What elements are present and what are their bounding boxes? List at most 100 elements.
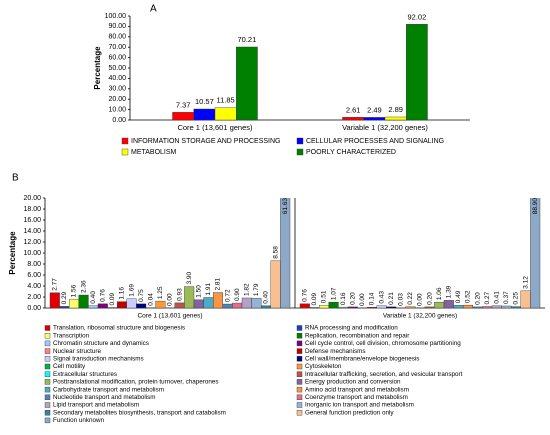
y-tick-label: 20.00 <box>23 195 41 202</box>
bar <box>434 301 445 308</box>
value-label: 0.09 <box>311 292 318 305</box>
bar <box>126 298 137 308</box>
bar <box>222 303 233 308</box>
y-tick-label: 18.00 <box>23 206 41 213</box>
bar <box>453 305 464 308</box>
value-label: 0.20 <box>350 292 357 305</box>
legend-label: Amino acid transport and metabolism <box>305 386 409 393</box>
value-label: 1.50 <box>196 285 203 298</box>
value-label: 8.58 <box>272 246 279 259</box>
value-label: 0.27 <box>484 291 491 304</box>
y-tick-label: 100.00 <box>105 13 127 20</box>
legend-label: POORLY CHARACTERIZED <box>306 149 396 156</box>
value-label: 0.72 <box>224 289 231 302</box>
legend-swatch <box>44 363 51 370</box>
legend-swatch <box>296 402 303 408</box>
x-tick-label: Core 1 (13,601 genes) <box>137 313 202 320</box>
value-label: 2.89 <box>388 105 403 114</box>
legend-swatch <box>44 402 51 408</box>
value-label: 0.76 <box>100 289 107 302</box>
legend-label: Cell motility <box>53 363 86 370</box>
panel-label: A <box>150 4 157 15</box>
value-label: 61.63 <box>282 198 289 215</box>
y-tick-label: 60.00 <box>108 54 126 61</box>
bar <box>463 304 474 308</box>
bar <box>59 306 70 308</box>
legend-swatch <box>44 348 51 354</box>
bar <box>203 297 214 308</box>
value-label: 3.12 <box>522 276 529 289</box>
legend-label: Extracellular structures <box>53 371 117 378</box>
legend-label: Nuclear structure <box>53 348 101 355</box>
value-label: 0.76 <box>302 289 309 302</box>
bar <box>97 303 108 308</box>
legend-swatch <box>44 394 51 400</box>
value-label: 1.07 <box>330 287 337 300</box>
bar <box>280 198 291 308</box>
bar <box>236 46 258 121</box>
legend-label: Replication, recombination and repair <box>305 332 409 339</box>
value-label: 1.56 <box>71 284 78 297</box>
legend-label: Posttranslational modification, protein … <box>53 379 219 386</box>
value-label: 0.75 <box>138 289 145 302</box>
legend-swatch <box>44 325 51 331</box>
x-tick-label: Variable 1 (32,200 genes) <box>342 123 428 132</box>
bar <box>384 116 407 121</box>
value-label: 0.03 <box>398 293 405 306</box>
bar <box>49 292 60 308</box>
value-label: 2.49 <box>367 105 382 114</box>
y-tick-label: 20.00 <box>108 96 126 103</box>
value-label: 0.21 <box>388 292 395 305</box>
legend-label: Signal transduction mechanisms <box>53 355 144 362</box>
value-label: 2.61 <box>346 105 361 114</box>
bar <box>347 306 358 308</box>
value-label: 1.79 <box>253 283 260 296</box>
y-tick-label: 30.00 <box>108 86 126 93</box>
y-tick-label: 12.00 <box>23 239 41 246</box>
legend-label: Inorganic ion transport and metabolism <box>305 402 414 409</box>
legend-swatch <box>44 386 51 393</box>
value-label: 88.90 <box>532 198 539 215</box>
value-label: 2.77 <box>52 278 59 291</box>
value-label: 1.91 <box>205 282 212 295</box>
value-label: 0.90 <box>234 288 241 301</box>
legend-label: Intracellular trafficking, secretion, an… <box>305 371 463 378</box>
value-label: 0.09 <box>109 292 116 305</box>
bar <box>319 304 330 308</box>
panel-label: B <box>12 173 19 184</box>
y-tick-label: 0.00 <box>27 305 41 312</box>
legend-swatch <box>296 379 303 385</box>
value-label: 0.16 <box>340 292 347 305</box>
value-label: 2.81 <box>215 278 222 291</box>
bar <box>443 300 454 308</box>
legend-label: CELLULAR PROCESSES AND SIGNALING <box>306 138 444 145</box>
legend-label: Lipid transport and metabolism <box>53 402 139 409</box>
legend-label: Coenzyme transport and metabolism <box>305 394 408 401</box>
legend-swatch <box>296 371 303 377</box>
x-tick-label: Core 1 (13,601 genes) <box>177 123 253 132</box>
value-label: 0.52 <box>465 290 472 303</box>
legend-swatch <box>296 340 303 347</box>
legend-label: Translation, ribosomal structure and bio… <box>53 325 185 332</box>
bar <box>491 305 502 308</box>
bar <box>338 306 349 308</box>
legend-label: INFORMATION STORAGE AND PROCESSING <box>131 138 280 145</box>
bar <box>270 260 281 308</box>
legend-label: Energy production and conversion <box>305 379 401 386</box>
y-tick-label: 14.00 <box>23 228 41 235</box>
bar <box>214 107 237 121</box>
bar <box>386 306 397 308</box>
bar <box>363 117 386 121</box>
bar <box>68 299 79 308</box>
legend-swatch <box>296 394 303 400</box>
value-label: 0.22 <box>407 292 414 305</box>
bar <box>511 306 522 308</box>
legend-swatch <box>296 348 303 354</box>
bar <box>212 292 223 308</box>
value-label: 0.04 <box>148 293 155 306</box>
value-label: 0.14 <box>369 292 376 305</box>
value-label: 0.37 <box>503 291 510 304</box>
legend-swatch <box>296 333 303 339</box>
bar <box>482 306 493 308</box>
legend-swatch <box>296 356 303 362</box>
